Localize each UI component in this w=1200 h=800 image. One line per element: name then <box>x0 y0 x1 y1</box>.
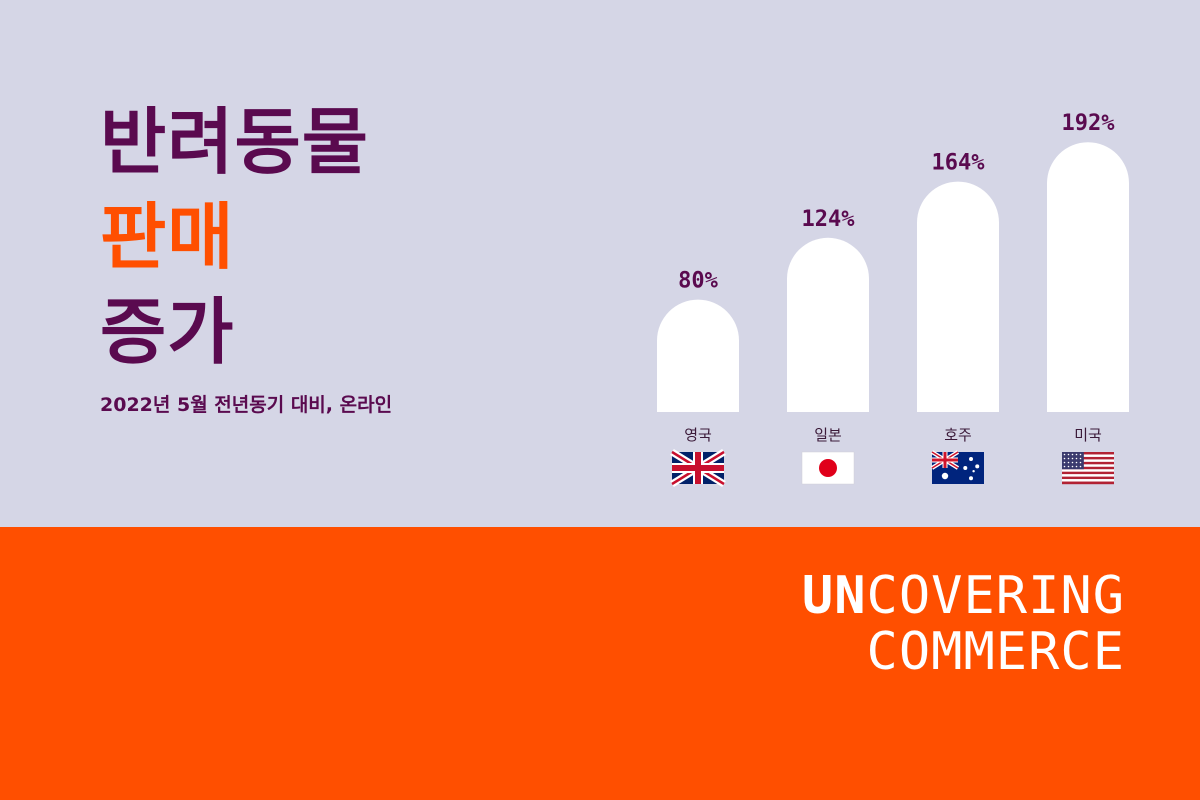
bar-3 <box>917 181 999 412</box>
bar-value-label: 124% <box>802 207 856 232</box>
usa-flag-icon <box>1062 452 1114 485</box>
category-label: 영국 <box>684 426 712 444</box>
bottom-panel <box>0 527 1200 800</box>
bar-chart: 80% 124% 164% 192% 영국 일본 호주 미국 <box>657 111 1129 487</box>
bar-value-label: 80% <box>678 269 718 294</box>
bar-value-label: 192% <box>1062 111 1116 136</box>
japan-flag-icon <box>801 451 855 485</box>
top-panel <box>0 0 1200 527</box>
uk-flag-icon <box>670 449 726 487</box>
brand-logo: UNCOVERING COMMERCE <box>802 568 1125 680</box>
category-label: 일본 <box>814 426 842 444</box>
bar-4 <box>1047 142 1129 412</box>
bar-2 <box>787 237 869 412</box>
headline-line-3: 증가 <box>100 290 235 374</box>
chart-subtitle: 2022년 5월 전년동기 대비, 온라인 <box>100 394 393 416</box>
brand-line-1: UNCOVERING <box>802 568 1125 624</box>
brand-word-bold: UN <box>801 566 867 626</box>
bar-value-label: 164% <box>932 151 986 176</box>
bar-1 <box>657 299 739 412</box>
category-label: 미국 <box>1074 426 1102 444</box>
headline-line-1: 반려동물 <box>100 100 369 184</box>
category-label: 호주 <box>944 426 972 444</box>
headline-line-2-accent: 판매 <box>100 195 235 279</box>
australia-flag-icon <box>930 450 984 484</box>
brand-line-2: COMMERCE <box>866 622 1125 682</box>
brand-word-light: COVERING <box>866 566 1125 626</box>
